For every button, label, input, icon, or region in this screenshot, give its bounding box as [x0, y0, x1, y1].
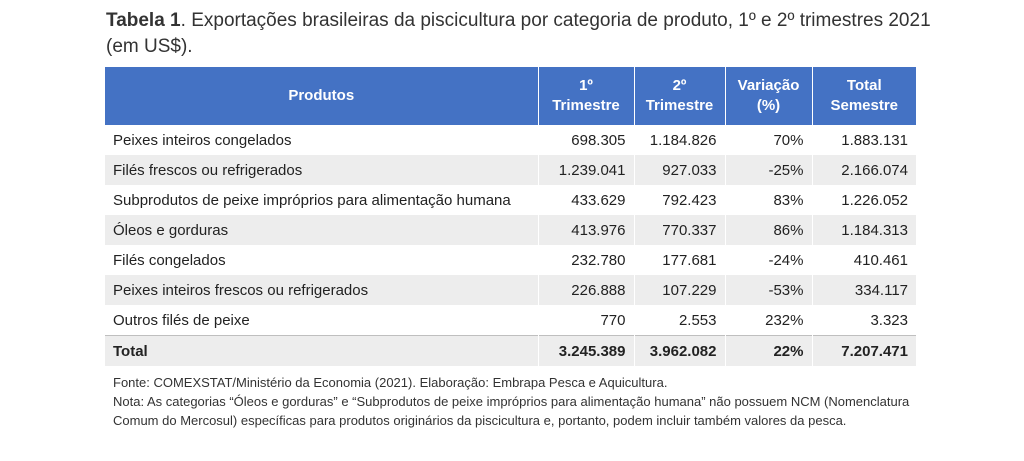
table-row: Peixes inteiros frescos ou refrigerados …: [105, 275, 916, 305]
exports-table: Produtos 1º Trimestre 2º Trimestre Variaçã…: [105, 67, 916, 366]
header-2-trimestre: 2º Trimestre: [634, 67, 726, 125]
cell-variacao: -24%: [725, 245, 813, 275]
cell-1-trimestre: 226.888: [538, 275, 635, 305]
cell-2-trimestre: 770.337: [634, 215, 726, 245]
total-1-trimestre: 3.245.389: [538, 335, 635, 366]
header-total-line2: Semestre: [830, 97, 899, 114]
header-row: Produtos 1º Trimestre 2º Trimestre Variaçã…: [105, 67, 916, 125]
total-semestre: 7.207.471: [812, 335, 916, 366]
table-row: Filés frescos ou refrigerados 1.239.041 …: [105, 155, 916, 185]
table-row: Outros filés de peixe 770 2.553 232% 3.3…: [105, 305, 916, 336]
cell-2-trimestre: 2.553: [634, 305, 726, 336]
source-note: Fonte: COMEXSTAT/Ministério da Economia …: [113, 375, 668, 390]
header-variacao: Variação (%): [725, 67, 813, 125]
header-1-trimestre-line1: 1º: [579, 77, 593, 94]
cell-1-trimestre: 433.629: [538, 185, 635, 215]
cell-variacao: 86%: [725, 215, 813, 245]
total-2-trimestre: 3.962.082: [634, 335, 726, 366]
cell-1-trimestre: 770: [538, 305, 635, 336]
total-label: Total: [105, 335, 539, 366]
table-row: Óleos e gorduras 413.976 770.337 86% 1.1…: [105, 215, 916, 245]
total-row: Total 3.245.389 3.962.082 22% 7.207.471: [105, 335, 916, 366]
cell-2-trimestre: 107.229: [634, 275, 726, 305]
cell-total: 2.166.074: [812, 155, 916, 185]
caption-text: . Exportações brasileiras da piscicultur…: [106, 10, 931, 57]
cell-variacao: -53%: [725, 275, 813, 305]
cell-total: 1.226.052: [812, 185, 916, 215]
cell-produto: Óleos e gorduras: [105, 215, 539, 245]
cell-produto: Peixes inteiros congelados: [105, 125, 539, 155]
header-2-trimestre-line2: Trimestre: [645, 97, 714, 114]
header-1-trimestre: 1º Trimestre: [538, 67, 635, 125]
cell-variacao: 232%: [725, 305, 813, 336]
cell-total: 1.184.313: [812, 215, 916, 245]
cell-total: 1.883.131: [812, 125, 916, 155]
header-produtos-label: Produtos: [288, 87, 355, 104]
header-1-trimestre-line2: Trimestre: [552, 97, 620, 114]
header-total-semestre: Total Semestre: [812, 67, 916, 125]
cell-2-trimestre: 177.681: [634, 245, 726, 275]
cell-produto: Outros filés de peixe: [105, 305, 539, 336]
caption-label: Tabela 1: [106, 10, 181, 31]
cell-2-trimestre: 927.033: [634, 155, 726, 185]
table-row: Peixes inteiros congelados 698.305 1.184…: [105, 125, 916, 155]
total-variacao: 22%: [725, 335, 813, 366]
cell-produto: Subprodutos de peixe impróprios para ali…: [105, 185, 539, 215]
cell-produto: Filés congelados: [105, 245, 539, 275]
cell-total: 3.323: [812, 305, 916, 336]
table-row: Subprodutos de peixe impróprios para ali…: [105, 185, 916, 215]
cell-1-trimestre: 413.976: [538, 215, 635, 245]
table-row: Filés congelados 232.780 177.681 -24% 41…: [105, 245, 916, 275]
header-variacao-line2: (%): [756, 97, 781, 114]
cell-2-trimestre: 792.423: [634, 185, 726, 215]
cell-total: 334.117: [812, 275, 916, 305]
header-variacao-line1: Variação: [737, 77, 800, 94]
table-notes: Fonte: COMEXSTAT/Ministério da Economia …: [113, 373, 913, 430]
cell-produto: Peixes inteiros frescos ou refrigerados: [105, 275, 539, 305]
cell-total: 410.461: [812, 245, 916, 275]
cell-1-trimestre: 1.239.041: [538, 155, 635, 185]
header-total-line1: Total: [846, 77, 882, 94]
cell-1-trimestre: 698.305: [538, 125, 635, 155]
table-caption: Tabela 1. Exportações brasileiras da pis…: [106, 8, 936, 60]
header-produtos: Produtos: [105, 67, 539, 125]
cell-variacao: 70%: [725, 125, 813, 155]
cell-2-trimestre: 1.184.826: [634, 125, 726, 155]
cell-produto: Filés frescos ou refrigerados: [105, 155, 539, 185]
header-2-trimestre-line1: 2º: [672, 77, 687, 94]
cell-1-trimestre: 232.780: [538, 245, 635, 275]
cell-variacao: -25%: [725, 155, 813, 185]
footnote: Nota: As categorias “Óleos e gorduras” e…: [113, 394, 910, 428]
cell-variacao: 83%: [725, 185, 813, 215]
